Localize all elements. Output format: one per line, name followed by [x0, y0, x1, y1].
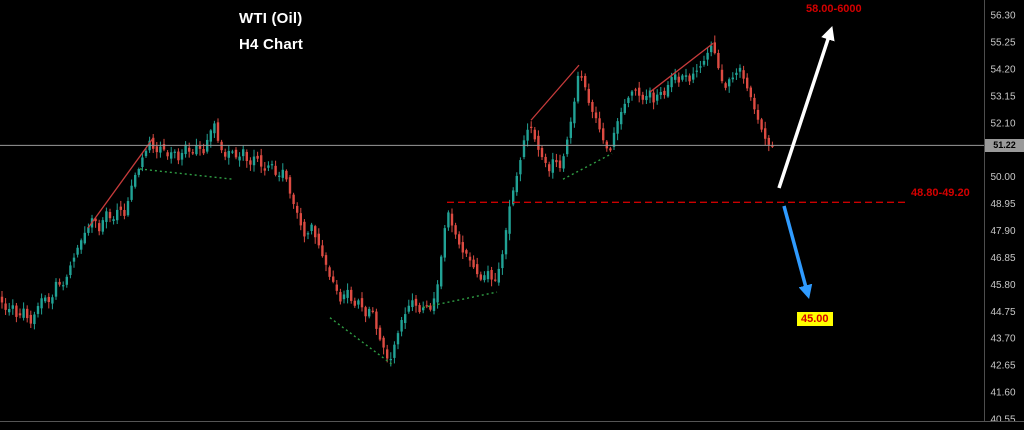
chart-subtitle: H4 Chart [239, 36, 304, 53]
chart-title: WTI (Oil) [239, 10, 303, 27]
support-zone-label: 48.80-49.20 [911, 187, 970, 199]
svg-text:45.80: 45.80 [990, 280, 1015, 291]
svg-text:43.70: 43.70 [990, 334, 1015, 345]
svg-text:50.00: 50.00 [990, 172, 1015, 183]
chart-title-block: WTI (Oil) H4 Chart [239, 6, 303, 58]
svg-text:47.90: 47.90 [990, 226, 1015, 237]
svg-text:56.30: 56.30 [990, 11, 1015, 22]
svg-text:48.95: 48.95 [990, 199, 1015, 210]
svg-text:40.55: 40.55 [990, 414, 1015, 425]
up-projection-arrow[interactable] [777, 26, 835, 189]
time-axis[interactable] [0, 421, 1024, 430]
green-dotted-trend-lines[interactable] [139, 152, 613, 366]
down-projection-arrow[interactable] [782, 205, 813, 300]
red-trend-lines[interactable] [87, 42, 714, 229]
svg-text:53.15: 53.15 [990, 91, 1015, 102]
svg-text:52.10: 52.10 [990, 118, 1015, 129]
svg-text:42.65: 42.65 [990, 361, 1015, 372]
svg-text:46.85: 46.85 [990, 253, 1015, 264]
candlestick-series [0, 35, 774, 367]
svg-text:54.20: 54.20 [990, 64, 1015, 75]
price-axis[interactable]: 56.30 55.25 54.20 53.15 52.10 50.00 48.95 47.90… [984, 0, 1016, 430]
svg-text:55.25: 55.25 [990, 38, 1015, 49]
downside-target-label: 45.00 [797, 312, 833, 326]
svg-text:44.75: 44.75 [990, 307, 1015, 318]
upside-target-label: 58.00-6000 [806, 3, 862, 15]
current-price-badge: 51.22 [985, 138, 1024, 152]
svg-text:41.60: 41.60 [990, 388, 1015, 399]
